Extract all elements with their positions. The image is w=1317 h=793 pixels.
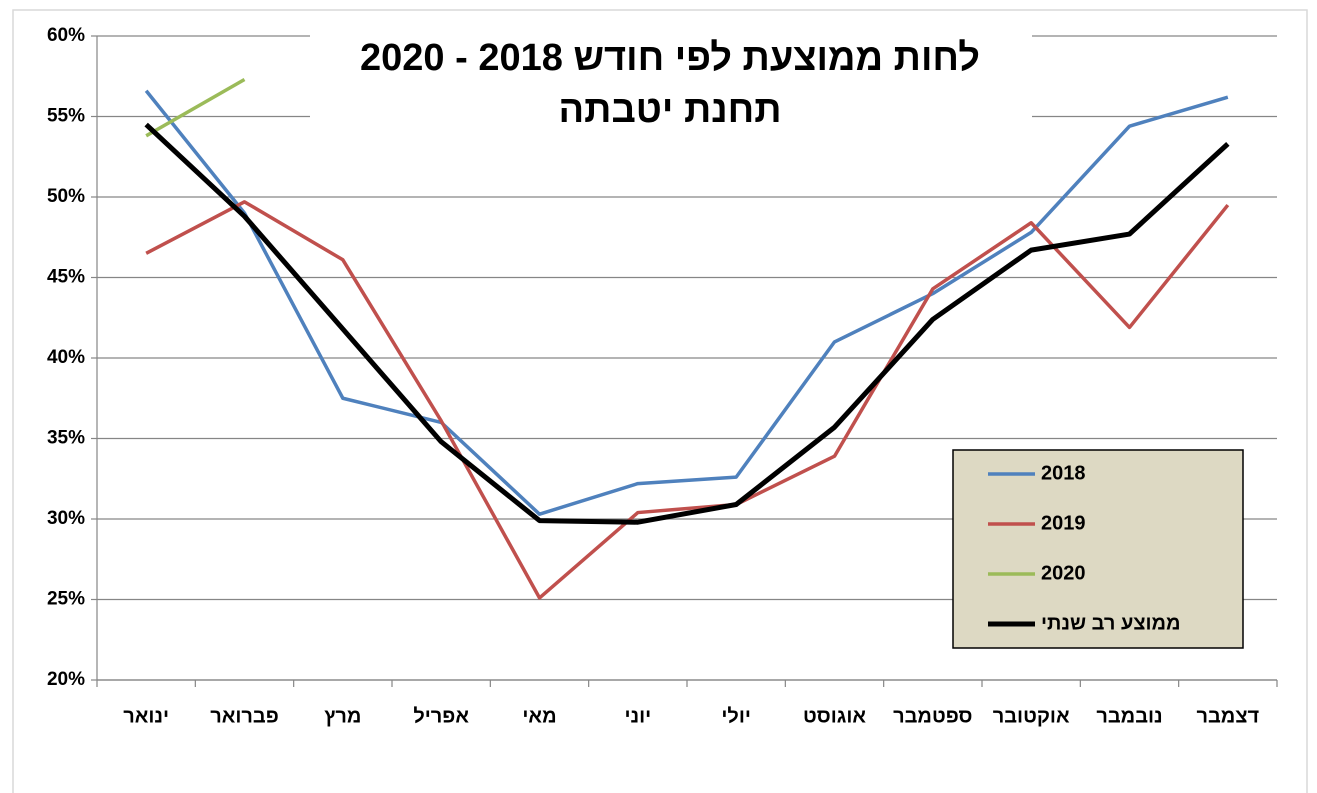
x-tick-label: אפריל [413, 705, 469, 727]
chart-title: לחות ממוצעת לפי חודש 2018 - 2020 [360, 37, 980, 79]
x-tick-label: יולי [721, 705, 751, 727]
chart-title: תחנת יטבתה [559, 89, 782, 131]
x-tick-label: אוקטובר [993, 705, 1070, 727]
legend-label: 2020 [1041, 562, 1086, 584]
series-line [144, 122, 1230, 525]
series-line [144, 89, 1229, 516]
y-tick-label: 60% [47, 25, 85, 46]
y-tick-label: 45% [47, 267, 85, 288]
x-tick-label: מרץ [324, 705, 361, 727]
legend-box [952, 449, 1244, 649]
x-tick-label: פברואר [210, 705, 279, 727]
x-tick-label: דצמבר [1196, 705, 1259, 727]
y-tick-label: 20% [47, 669, 85, 690]
title-background [310, 30, 1032, 142]
y-tick-label: 25% [47, 589, 85, 610]
legend-label: ממוצע רב שנתי [1041, 612, 1181, 634]
series-line [145, 77, 246, 138]
x-tick-label: ינואר [123, 705, 169, 727]
x-tick-label: נובמבר [1096, 705, 1162, 727]
y-tick-label: 30% [47, 508, 85, 529]
legend-label: 2018 [1041, 462, 1086, 484]
x-tick-label: יוני [624, 705, 651, 727]
y-tick-label: 55% [47, 106, 85, 127]
x-tick-label: אוגוסט [803, 705, 866, 727]
x-tick-label: ספטמבר [893, 705, 972, 727]
y-tick-label: 40% [47, 347, 85, 368]
x-tick-label: מאי [522, 705, 556, 727]
series-line [145, 200, 1230, 600]
y-tick-label: 50% [47, 186, 85, 207]
y-tick-label: 35% [47, 428, 85, 449]
legend-label: 2019 [1041, 512, 1086, 534]
